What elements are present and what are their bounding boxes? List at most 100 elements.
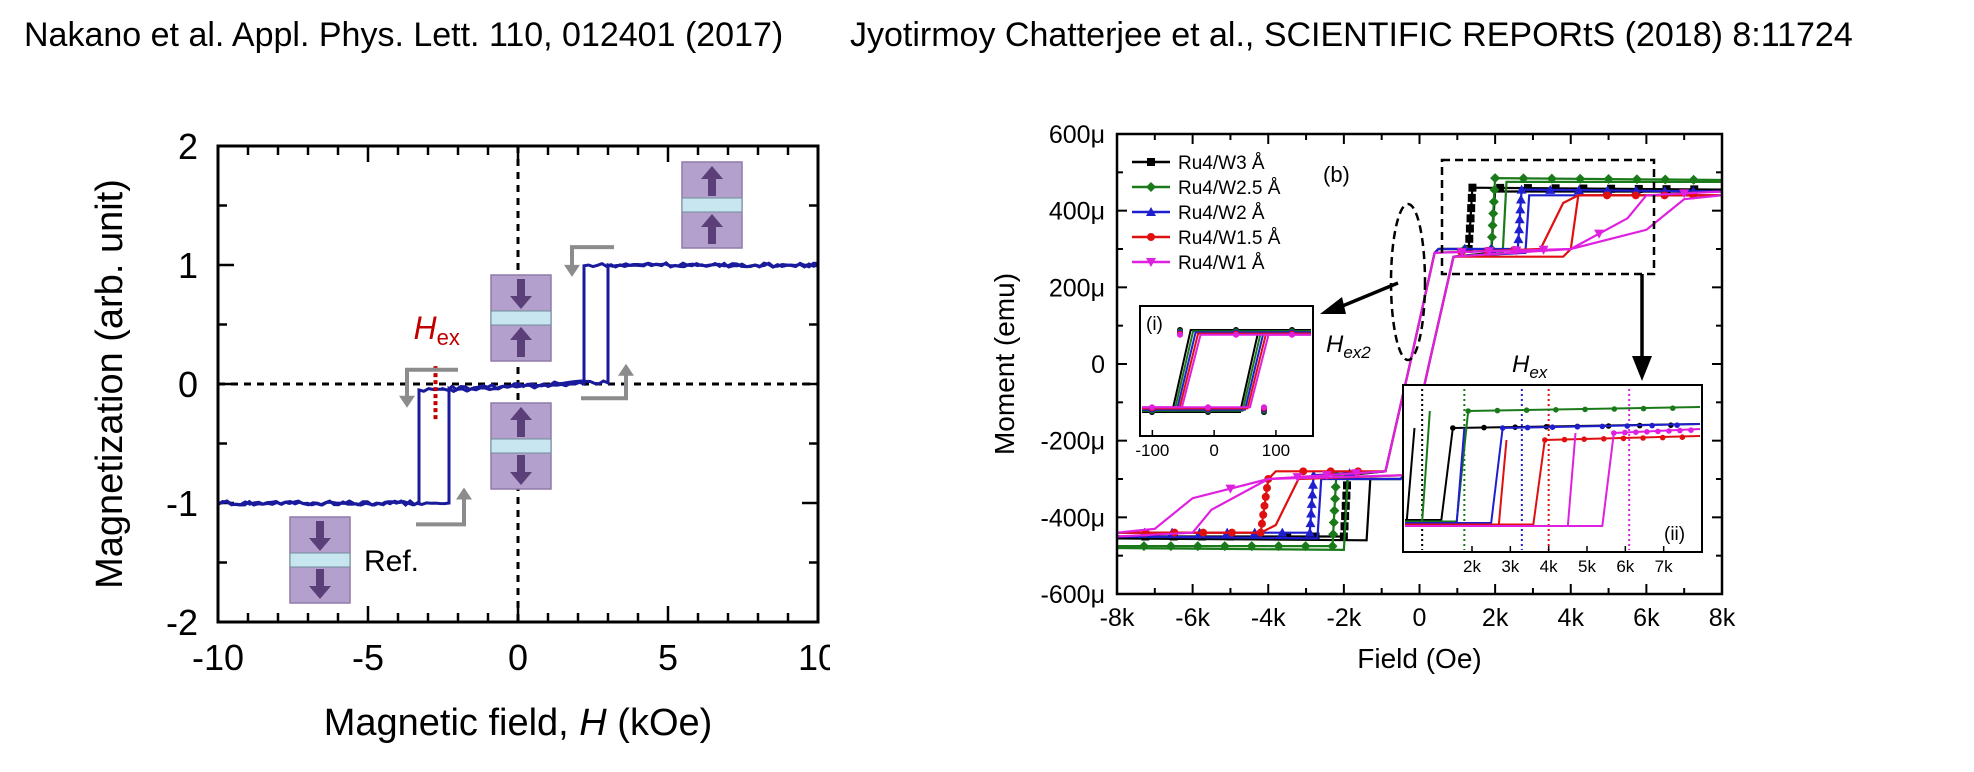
series-marker <box>1545 184 1556 194</box>
layer-box-antiparallel-2 <box>490 402 552 490</box>
y-tick-label: -1 <box>166 483 198 524</box>
series-marker <box>1662 185 1671 194</box>
x-axis-label: Field (Oe) <box>1357 643 1481 674</box>
inset-ii-marker <box>1611 430 1617 436</box>
spin-down-icon <box>316 569 324 587</box>
series-marker <box>1165 541 1176 552</box>
series-marker <box>1307 489 1318 499</box>
inset-ii-marker <box>1553 407 1559 413</box>
inset-i: -100 0 100 (i) <box>1135 305 1314 460</box>
layer-box-parallel-down <box>289 516 351 604</box>
inset-ii-marker <box>1622 429 1628 436</box>
series-marker <box>1688 174 1699 185</box>
inset-ii-tick-label: 3k <box>1501 557 1519 576</box>
layer-box-parallel-up <box>681 161 743 249</box>
inset-ii-marker <box>1644 429 1650 435</box>
series-marker <box>1538 245 1549 255</box>
spin-down-icon <box>309 586 331 599</box>
series-marker <box>1199 528 1208 537</box>
series-4 <box>1116 189 1723 538</box>
inset-i-marker <box>1149 404 1155 411</box>
arrow-head-down <box>399 395 415 408</box>
series-marker <box>1261 492 1270 501</box>
series-marker <box>1260 501 1269 510</box>
plot-frame <box>216 144 820 624</box>
legend-entry-0: Ru4/W3 Å <box>1132 153 1265 174</box>
inset-ii-marker <box>1599 423 1606 430</box>
inset-ii-tick-label: 5k <box>1578 557 1596 576</box>
inset-ii-marker <box>1669 405 1676 412</box>
arrow-head-up <box>618 363 634 376</box>
series-marker <box>1138 541 1149 552</box>
series-marker <box>1219 541 1230 552</box>
inset-ii-marker <box>1659 434 1666 441</box>
citation-left: Nakano et al. Appl. Phys. Lett. 110, 012… <box>24 16 784 54</box>
spin-down-icon <box>517 455 525 473</box>
series-marker <box>1465 234 1474 243</box>
y-tick-label: 1 <box>178 245 198 286</box>
x-tick-label: 4k <box>1558 604 1585 632</box>
series-marker <box>1300 541 1311 552</box>
y-tick-label: 2 <box>178 126 198 167</box>
x-axis-label: Magnetic field, H (kOe) <box>324 702 713 744</box>
arrow-head-down <box>1632 356 1652 381</box>
series-marker <box>1486 232 1497 243</box>
spin-up-icon <box>517 419 525 437</box>
series-marker <box>1305 518 1316 528</box>
hex-region-box <box>1440 158 1656 276</box>
y-axis-label: Magnetization (arb. unit) <box>89 179 131 589</box>
series-marker <box>1573 185 1584 195</box>
series-marker <box>1328 517 1339 528</box>
inset-ii-marker <box>1581 436 1587 443</box>
y-tick-label: 0 <box>1091 351 1105 379</box>
hex2-region-ellipse <box>1389 202 1427 362</box>
inset-ii-marker <box>1574 424 1581 430</box>
x-tick-label: -6k <box>1175 604 1210 632</box>
reference-label: Ref. <box>364 545 419 578</box>
inset-i-marker <box>1289 331 1295 338</box>
x-tick-label: 0 <box>508 637 528 678</box>
series-marker <box>1484 247 1495 257</box>
x-tick-label: 2k <box>1482 604 1509 632</box>
inset-i-marker <box>1205 404 1211 411</box>
inset-i-marker <box>1177 331 1183 338</box>
x-tick-label: 8k <box>1709 604 1736 632</box>
inset-i-label: (i) <box>1146 314 1163 335</box>
y-tick-label: -2 <box>166 602 198 643</box>
inset-ii-marker <box>1620 435 1627 442</box>
inset-ii-marker <box>1465 408 1471 414</box>
series-marker <box>1496 183 1505 192</box>
series-marker <box>1273 541 1284 552</box>
x-tick-label: 5 <box>658 637 678 678</box>
series-marker <box>1514 214 1525 224</box>
y-tick-label: -200μ <box>1041 428 1105 456</box>
inset-ii-marker <box>1679 434 1686 441</box>
series-marker <box>1327 541 1338 552</box>
inset-i-curve <box>1142 331 1311 411</box>
hex-label: Hex <box>414 310 460 350</box>
plot-frame <box>1115 132 1724 596</box>
inset-ii-marker <box>1481 424 1487 431</box>
series-marker <box>1546 173 1557 184</box>
series-marker <box>1256 528 1265 537</box>
hex-label: Hex <box>1512 351 1548 382</box>
series-marker <box>1306 508 1317 518</box>
inset-ii-marker <box>1561 436 1568 443</box>
legend-marker <box>1146 258 1156 267</box>
series-marker <box>1329 505 1340 516</box>
series-marker <box>1246 541 1257 552</box>
series-marker <box>1603 191 1612 200</box>
inset-ii-marker <box>1666 428 1672 434</box>
inset-ii-marker <box>1523 407 1530 414</box>
series-marker <box>1192 541 1203 552</box>
inset-i-marker <box>1233 331 1239 338</box>
inset-ii: 2k 3k 4k 5k 6k 7k (ii) <box>1402 384 1703 576</box>
y-axis-label: Moment (emu) <box>989 273 1020 455</box>
spin-down-icon <box>517 279 525 297</box>
spin-down-icon <box>309 538 331 551</box>
spin-up-icon <box>701 214 723 227</box>
inset-ii-marker <box>1600 436 1607 442</box>
y-tick-label: 400μ <box>1049 198 1105 226</box>
legend-label: Ru4/W1 Å <box>1178 253 1265 274</box>
